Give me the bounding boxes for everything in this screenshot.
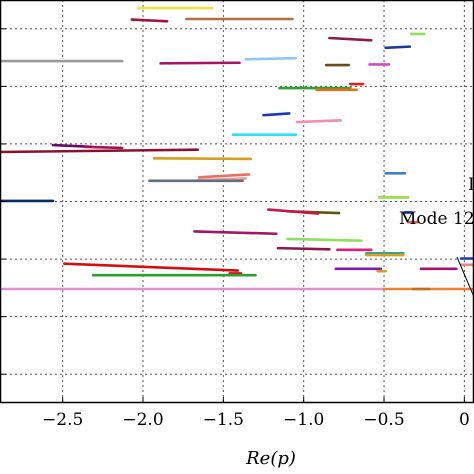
grid-lines bbox=[0, 0, 474, 403]
mode-trajectory-segment bbox=[262, 112, 291, 117]
mode-trajectory-segment bbox=[286, 237, 363, 242]
mode-trajectory-segment bbox=[267, 208, 320, 215]
mode-trajectory-segment bbox=[83, 145, 124, 150]
mode-trajectory-segment bbox=[152, 157, 252, 161]
x-tick-label: −2.5 bbox=[42, 410, 83, 430]
x-tick-label: −1.5 bbox=[203, 410, 244, 430]
mode-trajectory-segment bbox=[328, 36, 373, 42]
mode-trajectory-segment bbox=[159, 61, 241, 65]
mode-trajectory-segment bbox=[197, 173, 251, 179]
mode-trajectory-segment bbox=[384, 45, 412, 50]
mode-trajectory-segment bbox=[244, 56, 297, 61]
annotation-edge-text: I bbox=[468, 175, 474, 195]
x-tick-label: −1.0 bbox=[283, 410, 324, 430]
axis-ticks bbox=[0, 28, 465, 403]
x-axis-title: Re(p) bbox=[245, 448, 296, 469]
x-tick-labels: −2.5 −2.0 −1.5 −1.0 −0.5 0 bbox=[42, 410, 470, 430]
x-tick-label: −2.0 bbox=[122, 410, 163, 430]
mode-trajectory-segment bbox=[276, 246, 331, 251]
x-tick-label: 0 bbox=[459, 410, 470, 430]
mode-trajectory-segment bbox=[193, 230, 278, 236]
mode-trajectory-segment bbox=[295, 119, 342, 124]
annotation-arrow bbox=[456, 256, 474, 298]
mode-trajectory-segment bbox=[0, 148, 199, 154]
mode-trajectory-segment bbox=[62, 262, 240, 272]
data-series bbox=[0, 6, 474, 291]
x-tick-label: −0.5 bbox=[363, 410, 404, 430]
annotation-mode-text: Mode 12 bbox=[399, 209, 474, 229]
mode-trajectory-segment bbox=[130, 18, 169, 23]
